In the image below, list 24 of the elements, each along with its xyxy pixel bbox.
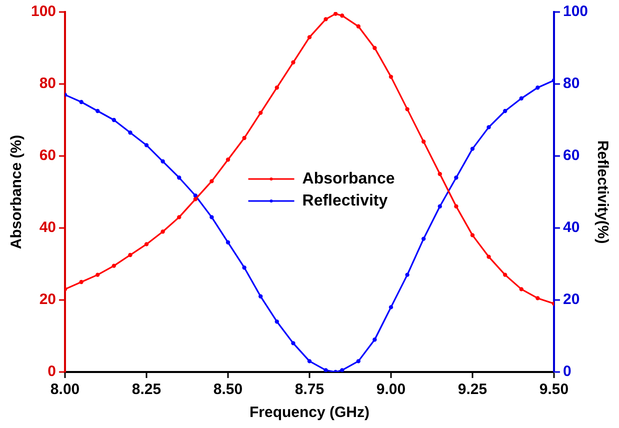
y-tick-label: 0 — [48, 363, 56, 380]
legend-label: Absorbance — [302, 170, 395, 188]
y-tick-label: 20 — [39, 291, 56, 308]
legend-label: Reflectivity — [302, 192, 388, 210]
y2-tick-label: 100 — [562, 3, 588, 20]
y-tick-label: 60 — [39, 147, 56, 164]
x-tick-label: 8.25 — [132, 381, 162, 398]
x-axis-title: Frequency (GHz) — [249, 404, 370, 422]
y2-tick-label: 0 — [562, 363, 572, 380]
y2-tick-label: 20 — [562, 291, 580, 308]
y-tick-label: 80 — [39, 75, 56, 92]
y-axis-title: Absorbance (%) — [8, 134, 26, 250]
x-tick-label: 8.75 — [294, 381, 324, 398]
y-tick-label: 40 — [39, 219, 56, 236]
y2-tick-label: 80 — [562, 75, 580, 92]
x-tick-label: 9.50 — [539, 381, 569, 398]
x-tick-label: 8.00 — [50, 381, 80, 398]
x-tick-label: 9.00 — [376, 381, 406, 398]
y2-axis-title: Reflectivity(%) — [594, 140, 611, 244]
x-tick-label: 9.25 — [458, 381, 488, 398]
y2-tick-label: 40 — [562, 219, 580, 236]
x-tick-label: 8.50 — [213, 381, 243, 398]
y-tick-label: 100 — [30, 3, 56, 20]
y2-tick-label: 60 — [562, 147, 580, 164]
